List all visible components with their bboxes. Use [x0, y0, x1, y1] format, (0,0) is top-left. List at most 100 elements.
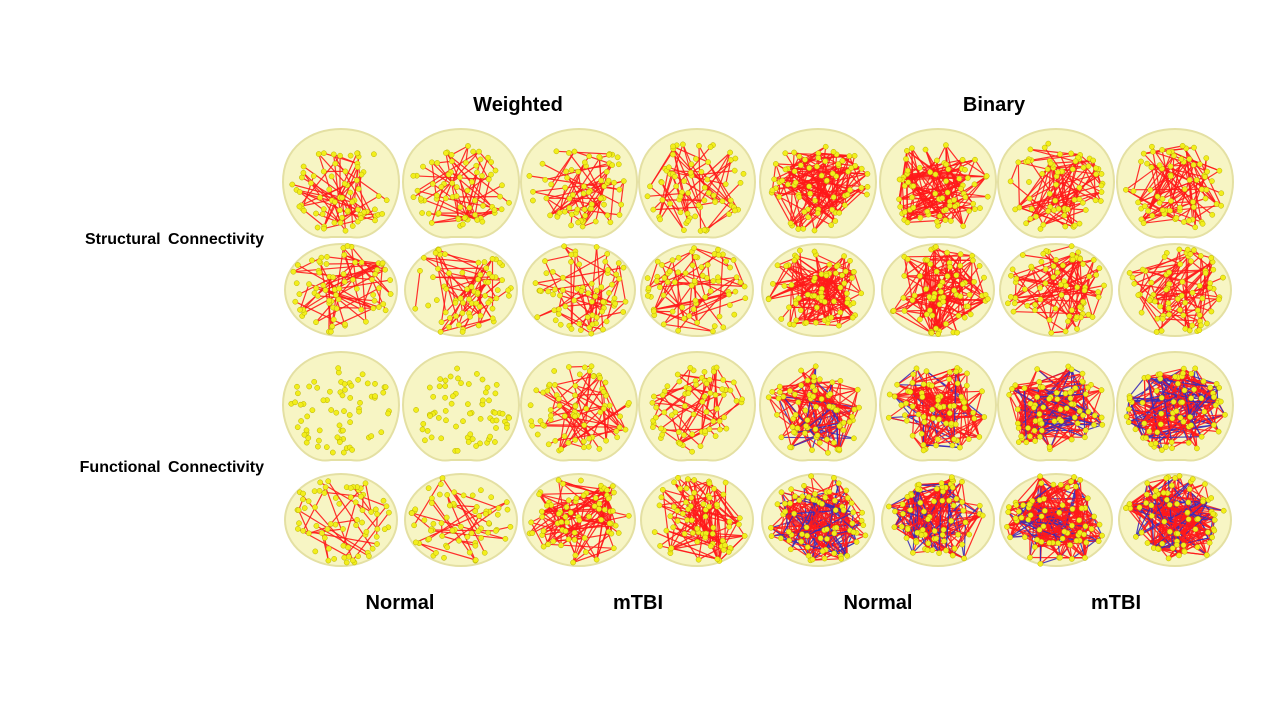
brain-region-node [1098, 387, 1105, 393]
connectivity-edge [325, 289, 374, 309]
connectivity-edge [1077, 157, 1102, 186]
binary-normal-label: Normal [843, 592, 913, 614]
connectivity-edge [816, 436, 840, 450]
brain-region-node [821, 299, 828, 305]
brain-region-node [383, 197, 390, 204]
brain-region-node [675, 327, 682, 334]
brain-region-node [831, 439, 837, 446]
brain-region-node [952, 203, 958, 210]
connectivity-edge [787, 168, 868, 175]
connectivity-edge [930, 247, 936, 333]
brain-region-node [1095, 289, 1101, 295]
brain-region-node [568, 167, 575, 173]
brain-region-node [692, 254, 699, 260]
brain-region-node [903, 156, 909, 162]
brain-region-node [560, 274, 566, 281]
brain-region-node [564, 174, 570, 181]
brain-region-node [933, 442, 939, 449]
brain-region-node [844, 191, 851, 198]
brain-region-node [561, 208, 568, 215]
brain-region-node [1172, 373, 1178, 380]
brain-region-node [959, 156, 966, 163]
connectivity-edge [799, 250, 806, 324]
brain-region-node [557, 321, 564, 328]
brain-region-node [1159, 207, 1166, 214]
brain-region-node [477, 415, 484, 422]
brain-region-node [741, 283, 748, 290]
brain-region-node [959, 281, 966, 287]
brain-region-node [958, 185, 964, 192]
brain-region-node [1202, 195, 1209, 202]
connectivity-edge [811, 529, 825, 560]
brain-region-node [349, 223, 356, 229]
brain-region-node [1036, 411, 1043, 417]
brain-region-node [933, 243, 939, 250]
brain-region-node [617, 413, 623, 420]
connectivity-edge [1061, 170, 1102, 193]
brain-region-node [715, 246, 721, 253]
brain-region-node [328, 173, 335, 180]
brain-region-node [737, 179, 744, 186]
connectivity-edge [1169, 179, 1198, 212]
brain-region-node [538, 508, 545, 515]
connectivity-edge [545, 151, 576, 199]
brain-region-node [1068, 366, 1075, 373]
brain-region-node [685, 190, 691, 196]
connectivity-edge [531, 521, 585, 539]
connectivity-edge [906, 383, 925, 422]
brain-region-node [1031, 404, 1037, 411]
brain-region-node [451, 489, 458, 496]
brain-region-node [421, 517, 428, 523]
brain-region-node [657, 543, 663, 549]
brain-region-node [808, 473, 814, 479]
brain-region-node [1138, 158, 1144, 165]
brain-region-node [804, 532, 810, 539]
connectivity-edge [1171, 401, 1222, 443]
brain-region-node [1006, 391, 1013, 398]
brain-region-node [1159, 316, 1166, 322]
connectivity-edge [652, 185, 677, 211]
connectivity-edge [342, 247, 373, 281]
brain-region-node [965, 303, 971, 310]
brain-region-node [459, 221, 466, 228]
connectivity-edge [1129, 377, 1145, 397]
brain-region-node [411, 522, 417, 529]
brain-region-node [419, 210, 425, 216]
brain-panel-r1-c4 [637, 127, 757, 239]
brain-region-node [1188, 395, 1194, 402]
brain-region-node [484, 384, 491, 391]
brain-region-node [693, 381, 700, 388]
brain-region-node [335, 365, 342, 371]
brain-region-node [363, 318, 369, 325]
brain-region-node [1171, 152, 1177, 159]
brain-region-node [833, 270, 839, 277]
connectivity-edge [797, 393, 831, 429]
brain-region-node [789, 424, 796, 430]
brain-region-node [836, 210, 843, 216]
brain-panel-r1-c3 [519, 127, 639, 239]
connectivity-edge [830, 273, 837, 318]
connectivity-edge [1015, 381, 1040, 386]
brain-region-node [715, 274, 721, 281]
brain-region-node [453, 184, 460, 190]
brain-region-node [710, 278, 717, 284]
brain-region-node [778, 535, 784, 542]
brain-region-node [425, 485, 432, 492]
brain-region-node [931, 294, 937, 301]
brain-region-node [1005, 300, 1011, 307]
connectivity-edge [299, 261, 356, 311]
connectivity-edge [474, 184, 503, 202]
connectivity-edge [903, 275, 927, 290]
connectivity-edge [690, 161, 709, 174]
brain-region-node [290, 268, 297, 275]
brain-region-node [1154, 315, 1161, 322]
connectivity-edge [942, 406, 952, 424]
connectivity-edge [794, 495, 837, 529]
brain-region-node [443, 514, 450, 521]
brain-region-node [981, 414, 988, 420]
connectivity-edge [1189, 158, 1220, 172]
connectivity-edge [415, 501, 508, 543]
brain-region-node [327, 521, 334, 527]
brain-region-node [1186, 156, 1193, 162]
brain-region-node [943, 420, 950, 427]
